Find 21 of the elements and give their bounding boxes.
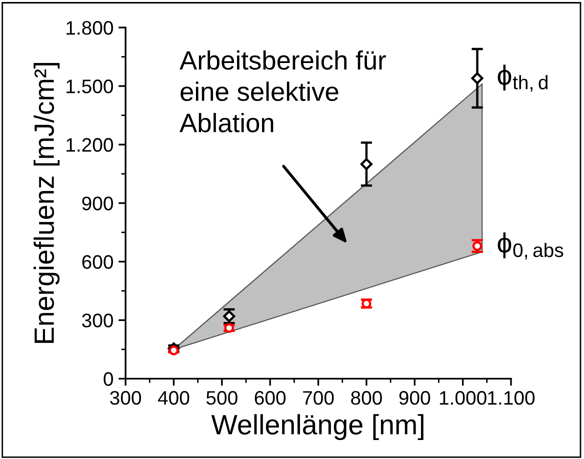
x-tick-label: 1.100	[488, 390, 535, 405]
x-tick-label: 300	[110, 390, 142, 405]
y-tick-label: 1.800	[66, 21, 113, 35]
annotation: Arbeitsbereich für eine selektive Ablation	[180, 50, 386, 132]
x-tick-label: 1.000	[440, 390, 486, 405]
x-tick-label: 900	[399, 390, 430, 405]
y-tick-label: 300	[82, 314, 113, 328]
y-tick-label: 1.500	[66, 80, 113, 94]
series-label: ϕ$_{th,d}$	[498, 64, 548, 92]
y-tick-label: 900	[82, 196, 113, 210]
y-tick-label: 0	[104, 372, 113, 386]
x-tick-label: 500	[206, 390, 238, 405]
x-axis-title: Wellenlänge [nm]	[211, 414, 424, 440]
x-tick-label: 600	[254, 390, 286, 405]
y-tick-label: 600	[82, 255, 113, 269]
x-tick-label: 800	[351, 390, 382, 405]
y-tick-label: 1.200	[66, 138, 113, 152]
x-tick-label: 400	[158, 390, 190, 405]
series-label: ϕ$_{0,abs}$	[498, 232, 564, 260]
y-axis-title: Energiefluenz [mJ/cm²]	[34, 63, 60, 343]
x-tick-label: 700	[303, 390, 334, 405]
